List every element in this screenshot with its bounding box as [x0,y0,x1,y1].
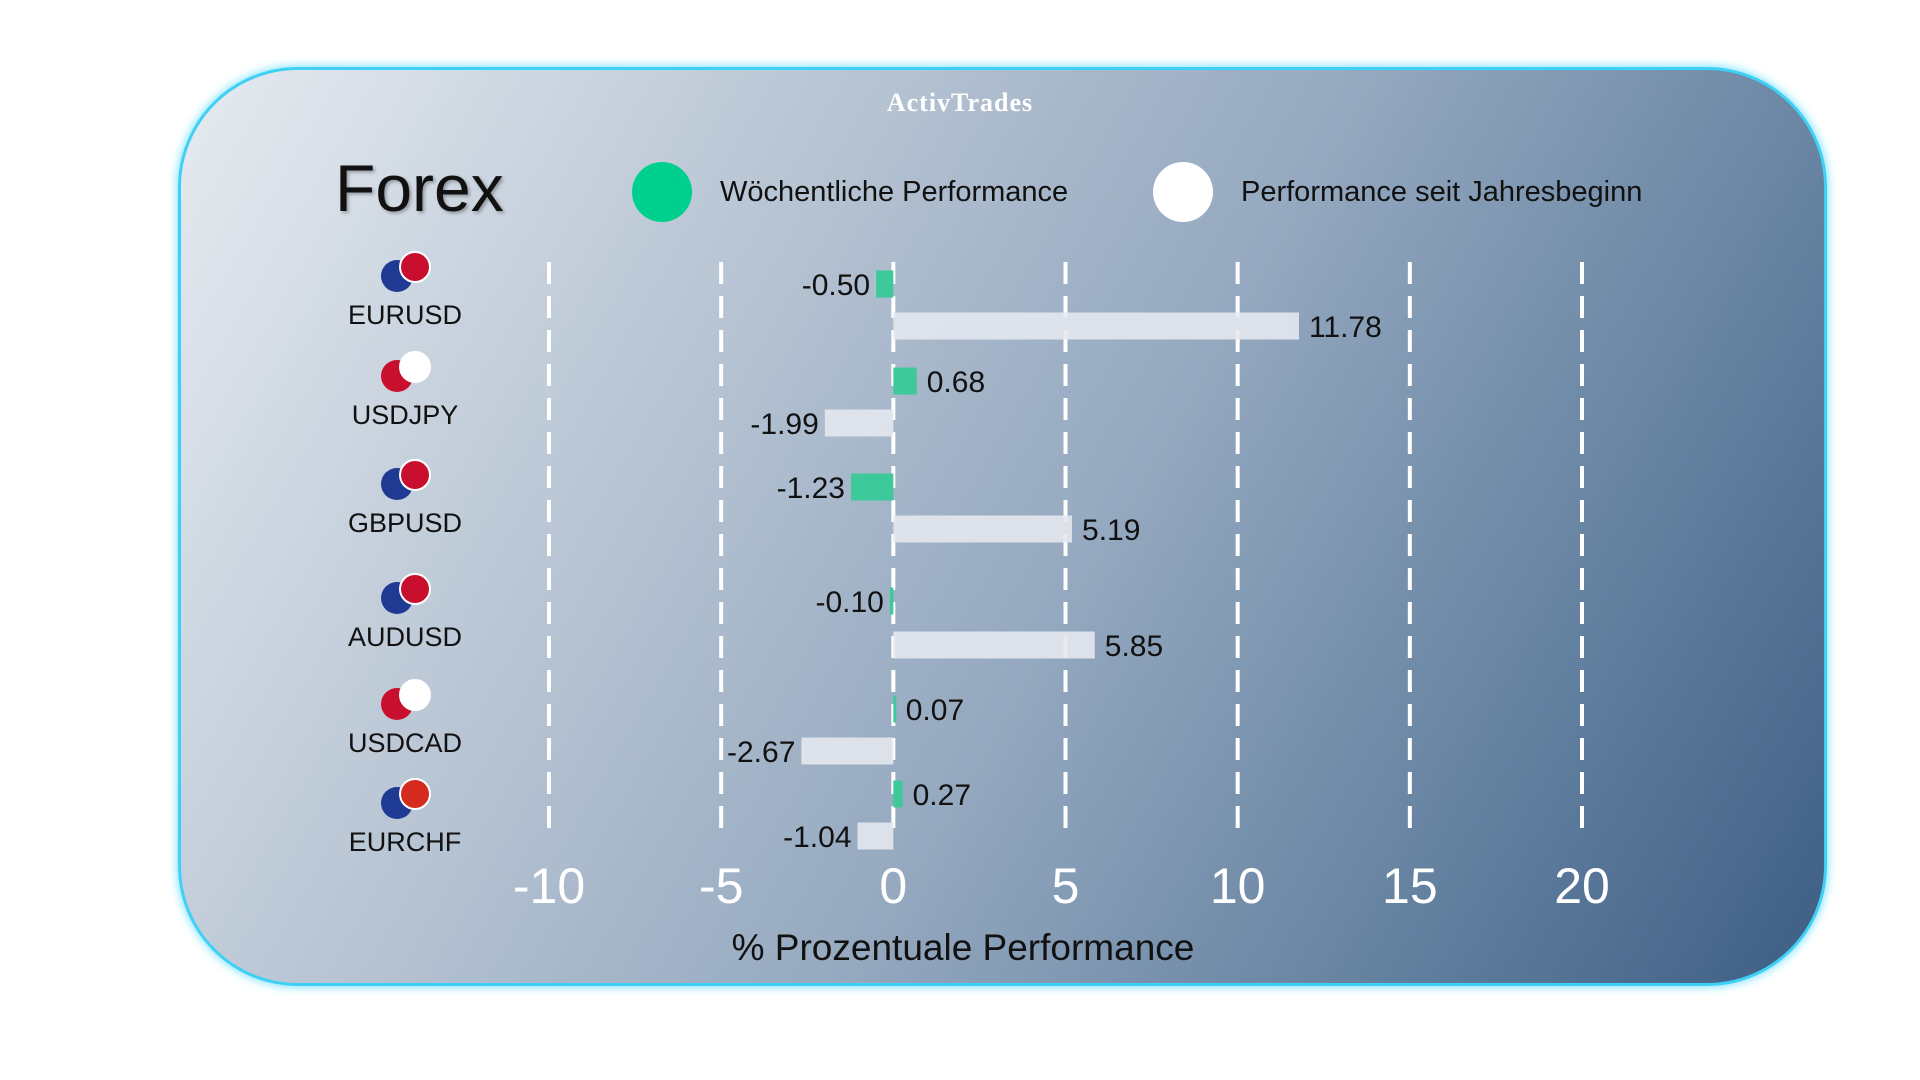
data-label: -1.23 [777,472,845,505]
currency-pair-usdcad: USDCAD [305,678,505,759]
legend-weekly-label: Wöchentliche Performance [720,175,1069,208]
weekly-bar [893,367,917,395]
data-label: 11.78 [1309,311,1382,344]
pair-label: AUDUSD [347,622,462,652]
weekly-bar [893,695,897,723]
data-label: -1.99 [750,408,818,441]
flag-icon [381,459,431,500]
ytd-bar [824,409,894,437]
data-label: 5.19 [1082,514,1140,547]
x-tick-label: 5 [1052,858,1080,914]
data-label: 0.27 [913,779,971,812]
data-label: -2.67 [727,736,795,769]
ytd-bar [857,822,894,850]
chart-title: Forex [335,151,504,225]
ytd-bar [893,515,1073,543]
weekly-bar [889,587,894,615]
pair-label: EURCHF [348,827,462,857]
ytd-bar [893,631,1095,659]
weekly-bar [876,270,894,298]
legend-ytd: Performance seit Jahresbeginn [1153,162,1642,222]
data-label: 5.85 [1105,630,1163,663]
x-tick-label: -5 [699,858,743,914]
x-tick-label: 15 [1382,858,1438,914]
x-tick-label: 20 [1554,858,1610,914]
currency-pair-usdjpy: USDJPY [305,350,505,431]
data-label: -1.04 [783,821,851,854]
weekly-bar [850,473,894,501]
legend-weekly: Wöchentliche Performance [632,162,1068,222]
pair-label: USDCAD [347,728,462,758]
flag-icon [381,679,431,720]
x-tick-label: 10 [1210,858,1266,914]
activtrades-logo: ActivTrades [886,88,1034,117]
currency-pair-eurchf: EURCHF [305,777,505,858]
flag-icon [381,778,431,819]
flag-icon [381,351,431,392]
pair-label: EURUSD [347,300,462,330]
ytd-bar [801,737,894,765]
legend-ytd-dot [1153,162,1213,222]
legend-ytd-label: Performance seit Jahresbeginn [1241,175,1643,208]
currency-pair-audusd: AUDUSD [305,572,505,653]
x-tick-label: 0 [879,858,907,914]
data-label: -0.50 [802,269,870,302]
flag-icon [381,251,431,292]
data-label: 0.68 [927,366,985,399]
legend-weekly-dot [632,162,692,222]
pair-label: USDJPY [351,400,459,430]
ytd-bar [893,312,1299,340]
x-tick-label: -10 [513,858,585,914]
x-axis-label: % Prozentuale Performance [732,927,1195,968]
currency-pair-eurusd: EURUSD [305,250,505,331]
pair-label: GBPUSD [347,508,463,538]
data-label: 0.07 [906,694,964,727]
data-label: -0.10 [815,586,883,619]
weekly-bar [893,780,903,808]
currency-pair-gbpusd: GBPUSD [305,458,505,539]
flag-icon [381,573,431,614]
